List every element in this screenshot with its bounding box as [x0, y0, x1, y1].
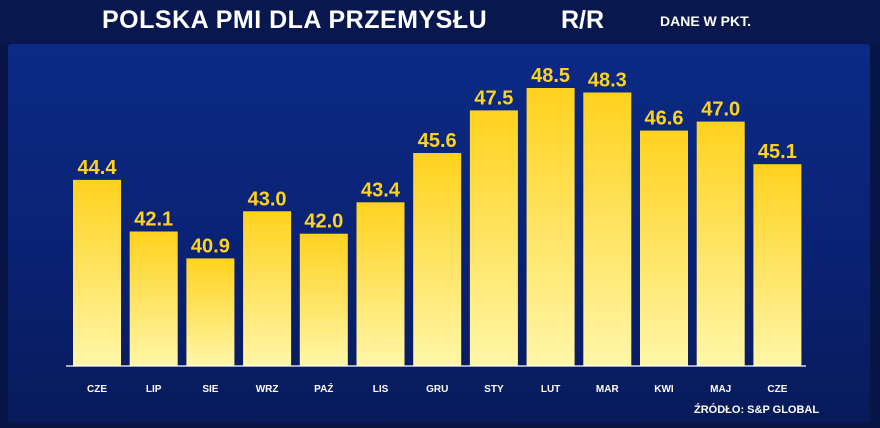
bar-cze-12	[753, 164, 802, 366]
x-tick-label: SIE	[202, 384, 218, 395]
x-tick-label: LIS	[373, 384, 389, 395]
bar-lip-1	[129, 231, 178, 366]
bar-paź-4	[299, 233, 348, 366]
x-tick-label: KWI	[654, 384, 674, 395]
source-note: ŹRÓDŁO: S&P GLOBAL	[694, 404, 820, 416]
x-tick-label: WRZ	[256, 384, 279, 395]
bars-group	[73, 88, 802, 367]
value-label: 47.5	[474, 87, 513, 109]
bar-sty-7	[469, 110, 518, 367]
tick-labels-group: CZE LIP SIE WRZ PAŹ LIS GRU STY LUT MAR KWI MAJ CZE	[87, 382, 788, 395]
x-tick-label: MAJ	[710, 384, 731, 395]
chart-subtitle: R/R	[561, 6, 605, 34]
value-label: 43.0	[248, 188, 287, 210]
value-label: 46.6	[645, 108, 684, 130]
x-tick-label: CZE	[87, 384, 107, 395]
bar-maj-11	[696, 121, 745, 366]
x-tick-label: STY	[484, 384, 504, 395]
bar-kwi-10	[640, 130, 688, 366]
bar-lut-8	[526, 88, 575, 366]
value-label: 45.1	[758, 141, 797, 163]
value-label: 48.5	[531, 65, 570, 87]
value-label: 44.4	[78, 157, 118, 179]
x-tick-label: PAŹ	[314, 382, 333, 395]
chart-title: POLSKA PMI DLA PRZEMYSŁU	[102, 6, 488, 34]
x-tick-label: GRU	[426, 384, 448, 395]
value-label: 42.1	[134, 209, 173, 231]
bar-wrz-3	[243, 211, 292, 366]
value-labels-group: 44.4 42.1 40.9 43.0 42.0 43.4 45.6 47.5 48.5 48.3…	[78, 65, 797, 257]
bar-gru-6	[413, 153, 462, 366]
x-tick-label: LUT	[541, 384, 560, 395]
value-label: 42.0	[304, 211, 343, 233]
x-tick-label: MAR	[596, 384, 620, 395]
title-bar	[0, 0, 880, 44]
bar-lis-5	[356, 202, 405, 366]
x-tick-label: LIP	[146, 384, 162, 395]
bar-mar-9	[583, 92, 632, 366]
value-label: 47.0	[701, 99, 740, 121]
value-label: 43.4	[361, 179, 401, 201]
x-tick-label: CZE	[767, 384, 787, 395]
unit-label: DANE W PKT.	[660, 13, 751, 29]
value-label: 40.9	[191, 235, 230, 257]
bar-cze-0	[73, 179, 121, 366]
value-label: 45.6	[418, 130, 457, 152]
bar-sie-2	[186, 258, 235, 366]
value-label: 48.3	[588, 70, 627, 92]
